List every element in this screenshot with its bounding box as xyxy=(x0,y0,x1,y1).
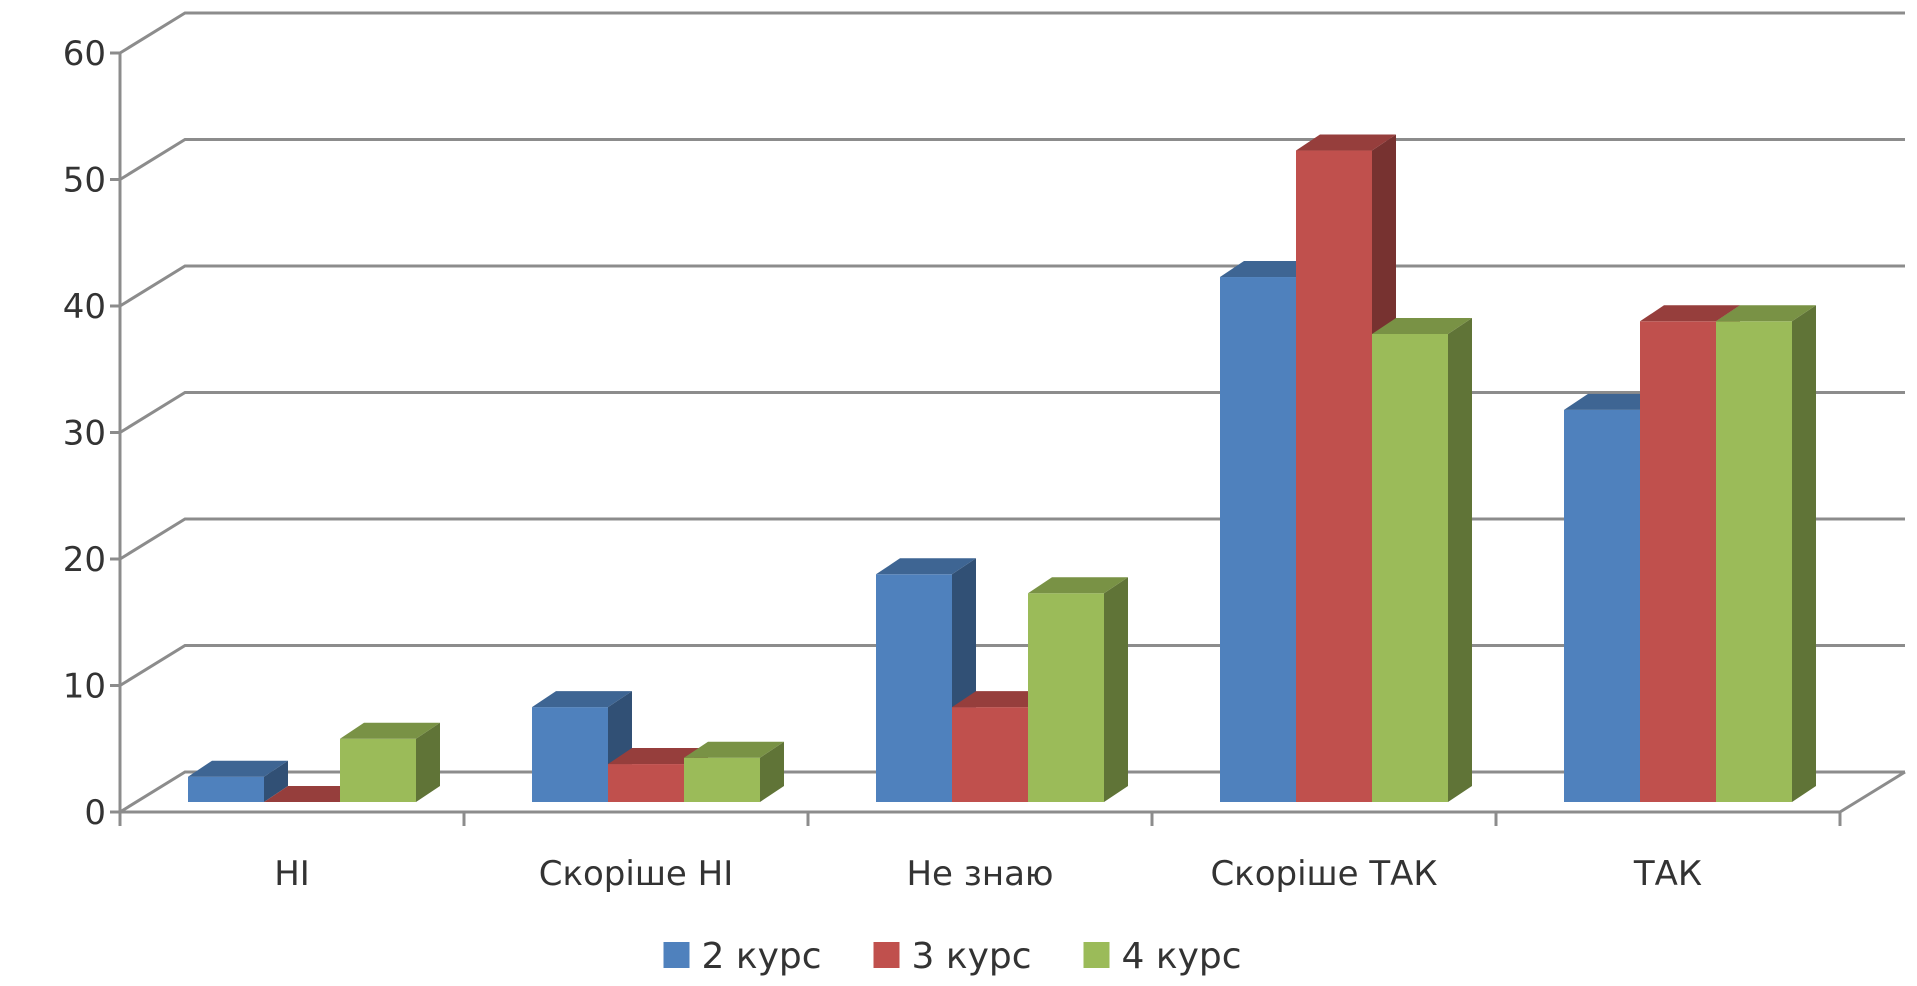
bar-top xyxy=(1372,317,1472,334)
axes xyxy=(110,51,1906,826)
bar-top xyxy=(532,691,632,708)
bar-front xyxy=(188,776,264,802)
bar-top xyxy=(340,722,440,739)
x-tick-label: Не знаю xyxy=(906,854,1053,894)
bar-top xyxy=(1028,577,1128,594)
bar xyxy=(1640,305,1740,802)
gridline xyxy=(119,264,1905,308)
legend-label: 3 курс xyxy=(912,936,1032,977)
labels: 0 10 20 30 40 50 60 НІ Скоріше НІ Не знаю Скоріше … xyxy=(63,34,1702,894)
bar-front xyxy=(1716,321,1792,802)
y-tick-label: 20 xyxy=(63,540,106,580)
bar xyxy=(1028,577,1128,802)
bar-side xyxy=(264,760,288,802)
bar xyxy=(188,760,288,802)
x-tick-label: Скоріше НІ xyxy=(539,854,734,894)
bar-front xyxy=(684,757,760,802)
legend: 2 курс 3 курс 4 курс xyxy=(663,936,1242,977)
gridlines xyxy=(119,11,1905,814)
bar-front xyxy=(952,707,1028,802)
x-tick-label: НІ xyxy=(274,854,310,894)
bar-top xyxy=(188,760,288,777)
y-tick-label: 50 xyxy=(63,161,106,201)
bar-top xyxy=(876,558,976,575)
bar xyxy=(340,722,440,802)
bar-top xyxy=(952,691,1052,708)
floor-edge xyxy=(1839,770,1906,814)
bar-top xyxy=(1296,134,1396,151)
bar xyxy=(264,786,364,802)
x-tick-label: ТАК xyxy=(1633,854,1702,894)
bar-top xyxy=(1640,305,1740,322)
bar-side xyxy=(1792,305,1816,802)
legend-item: 3 курс xyxy=(873,936,1032,977)
y-tick-label: 40 xyxy=(63,287,106,327)
bar-front xyxy=(340,738,416,802)
bar-top xyxy=(1564,393,1664,410)
bar-side xyxy=(1448,317,1472,802)
legend-swatch xyxy=(1083,942,1110,968)
legend-item: 2 курс xyxy=(663,936,822,977)
bar-front xyxy=(1028,593,1104,802)
y-tick-label: 60 xyxy=(63,34,106,74)
bar-top xyxy=(684,741,784,758)
y-tick-label: 30 xyxy=(63,414,106,454)
bar-top xyxy=(1716,305,1816,322)
gridline xyxy=(119,11,1905,55)
legend-item: 4 курс xyxy=(1083,936,1242,977)
bar-front xyxy=(1220,277,1296,802)
x-tick-label: Скоріше ТАК xyxy=(1210,854,1437,894)
bar-front xyxy=(876,574,952,802)
legend-label: 4 курс xyxy=(1122,936,1242,977)
bar xyxy=(876,558,976,802)
legend-swatch xyxy=(873,942,900,968)
bar-side xyxy=(760,741,784,802)
bars xyxy=(188,134,1816,802)
bar-front xyxy=(532,707,608,802)
bar-top xyxy=(264,786,364,802)
bar-top xyxy=(1220,261,1320,278)
bar xyxy=(1372,317,1472,802)
bar-front xyxy=(608,764,684,802)
bar-side xyxy=(1104,577,1128,802)
y-tick-label: 0 xyxy=(84,793,106,833)
bar-top xyxy=(608,748,708,765)
bar-side xyxy=(416,722,440,802)
bar-front xyxy=(1564,409,1640,802)
legend-swatch xyxy=(663,942,690,968)
y-tick-label: 10 xyxy=(63,667,106,707)
bar xyxy=(1716,305,1816,802)
bar xyxy=(684,741,784,802)
legend-label: 2 курс xyxy=(702,936,822,977)
gridline xyxy=(119,138,1905,181)
bar-front xyxy=(1640,321,1716,802)
bar-front xyxy=(1296,150,1372,802)
bar-front xyxy=(1372,333,1448,802)
